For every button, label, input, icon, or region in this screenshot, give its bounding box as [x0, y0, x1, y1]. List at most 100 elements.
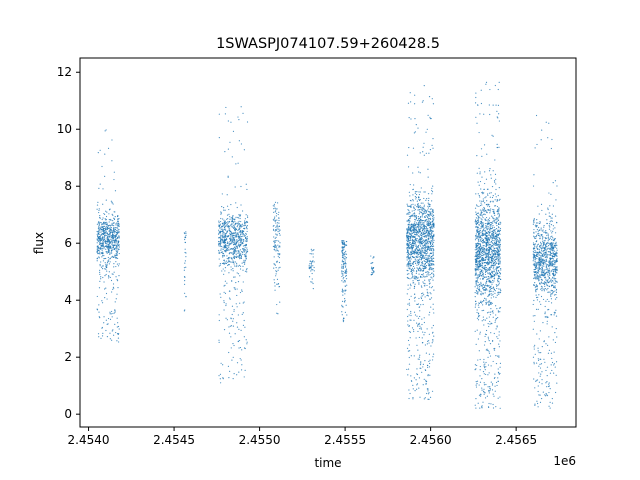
data-point — [431, 240, 433, 242]
data-point — [408, 260, 410, 263]
data-point — [494, 193, 496, 195]
data-point — [480, 234, 482, 236]
data-point — [275, 275, 277, 277]
data-point — [478, 302, 480, 304]
data-point — [112, 214, 114, 216]
data-point — [475, 368, 477, 370]
data-point — [432, 241, 434, 243]
data-point — [497, 263, 500, 265]
data-point — [98, 226, 100, 228]
data-point — [497, 281, 499, 283]
data-point — [419, 152, 421, 154]
data-point — [538, 250, 540, 252]
data-point — [492, 287, 495, 289]
data-point — [499, 248, 501, 250]
data-point — [342, 270, 344, 273]
data-point — [478, 195, 480, 197]
data-point — [116, 254, 118, 257]
data-point — [407, 231, 409, 233]
data-point — [493, 266, 495, 268]
data-point — [476, 267, 478, 269]
data-point — [224, 249, 226, 252]
data-point — [408, 191, 410, 193]
data-point — [481, 320, 483, 322]
data-point — [227, 261, 229, 264]
data-point — [417, 209, 419, 211]
data-point — [112, 240, 115, 242]
data-point — [231, 242, 233, 244]
data-point — [406, 229, 408, 231]
data-point — [110, 279, 113, 282]
data-point — [428, 255, 430, 258]
data-point — [487, 336, 489, 338]
data-point — [224, 225, 226, 227]
data-point — [498, 270, 500, 272]
data-point — [109, 233, 111, 235]
data-point — [483, 289, 485, 291]
data-point — [220, 217, 222, 220]
data-point — [99, 253, 101, 255]
data-point — [219, 223, 221, 225]
data-point — [488, 275, 490, 278]
data-point — [475, 226, 478, 228]
data-point — [481, 252, 483, 255]
data-point — [480, 212, 482, 215]
data-point — [553, 264, 555, 266]
data-point — [237, 340, 239, 343]
data-point — [424, 210, 426, 212]
data-point — [477, 212, 479, 214]
data-point — [485, 282, 487, 284]
data-point — [486, 226, 488, 228]
data-point — [408, 397, 410, 400]
data-point — [492, 224, 494, 227]
data-point — [415, 226, 417, 228]
data-point — [278, 230, 280, 232]
data-point — [429, 246, 432, 248]
data-point — [101, 256, 103, 258]
data-point — [430, 257, 433, 260]
data-point — [550, 352, 553, 354]
data-point — [483, 241, 485, 244]
data-point — [494, 292, 496, 294]
data-point — [476, 222, 479, 224]
data-point — [490, 224, 492, 226]
data-point — [222, 224, 224, 227]
data-point — [490, 192, 492, 194]
data-point — [118, 246, 120, 248]
data-point — [494, 214, 496, 216]
data-point — [228, 351, 230, 354]
data-point — [420, 245, 422, 247]
data-point — [243, 347, 246, 349]
data-point — [105, 210, 107, 212]
data-point — [489, 241, 491, 243]
data-point — [536, 225, 538, 227]
data-point — [493, 257, 496, 259]
data-point — [115, 238, 117, 240]
data-point — [411, 234, 413, 236]
data-point — [480, 102, 483, 105]
data-point — [407, 324, 409, 326]
data-point — [276, 228, 278, 230]
data-point — [499, 260, 501, 262]
data-point — [246, 230, 248, 233]
data-point — [432, 243, 434, 246]
data-point — [478, 384, 480, 386]
data-point — [485, 83, 487, 85]
data-point — [423, 204, 425, 206]
data-point — [343, 244, 345, 246]
data-point — [407, 102, 410, 104]
data-point — [274, 264, 276, 266]
data-point — [496, 384, 498, 387]
data-point — [488, 340, 490, 342]
data-point — [235, 231, 237, 233]
data-point — [242, 261, 244, 263]
data-point — [113, 225, 115, 227]
data-point — [409, 195, 411, 197]
data-point — [117, 337, 120, 339]
data-point — [116, 232, 118, 234]
data-point — [414, 390, 416, 392]
data-point — [227, 148, 229, 150]
data-point — [415, 337, 417, 339]
data-point — [107, 249, 109, 251]
data-point — [497, 213, 499, 215]
